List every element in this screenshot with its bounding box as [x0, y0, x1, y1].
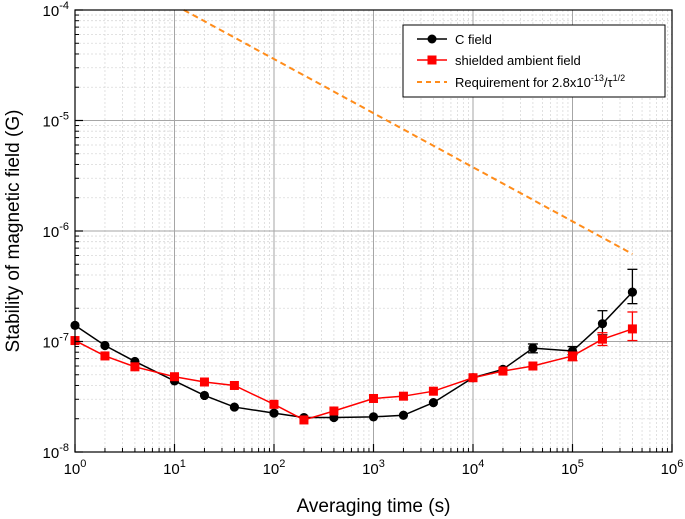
- shielded-field-point: [428, 386, 438, 396]
- legend-requirement-label: Requirement for 2.8x10-13/τ1/2: [455, 73, 625, 90]
- shielded-field-point: [130, 362, 140, 372]
- requirement-line: [183, 9, 633, 255]
- x-tick-base: 10: [362, 461, 379, 478]
- c-field-point: [597, 319, 608, 329]
- shielded-field-point: [498, 366, 508, 376]
- x-tick-base: 10: [64, 461, 81, 478]
- ticks-layer: [74, 9, 673, 453]
- shielded-field-point: [299, 415, 309, 425]
- y-tick-base: 10: [43, 335, 60, 352]
- c-field-point: [428, 397, 439, 408]
- y-tick-exponent: -7: [59, 332, 69, 344]
- shielded-field-point: [199, 377, 209, 387]
- legend-shielded-marker: [427, 55, 437, 65]
- shielded-field-point: [627, 324, 637, 334]
- y-tick-label: 10-6: [43, 221, 69, 241]
- c-field-line: [74, 291, 633, 419]
- legend: C field shielded ambient field Requireme…: [402, 24, 666, 98]
- x-tick-label: 102: [263, 458, 286, 478]
- shielded-field-point: [597, 334, 607, 344]
- shielded-field-line: [74, 328, 633, 421]
- legend-requirement-exp1: -13: [591, 73, 604, 83]
- x-tick-exponent: 3: [379, 458, 385, 470]
- y-axis-label: Stability of magnetic field (G): [3, 110, 24, 353]
- x-tick-label: 101: [163, 458, 186, 478]
- y-tick-label: 10-5: [43, 111, 69, 131]
- x-tick-base: 10: [661, 461, 678, 478]
- c-field-point: [100, 340, 110, 351]
- shielded-field-point: [170, 372, 179, 382]
- x-tick-base: 10: [462, 461, 479, 478]
- legend-requirement-part2: /τ: [604, 75, 614, 90]
- shielded-field-point: [528, 361, 538, 371]
- x-tick-label: 106: [661, 458, 684, 478]
- y-tick-exponent: -8: [59, 442, 69, 454]
- x-tick-exponent: 5: [578, 458, 584, 470]
- legend-shielded-label: shielded ambient field: [455, 53, 581, 68]
- legend-requirement-exp2: 1/2: [613, 73, 626, 83]
- shielded-field-point: [100, 351, 110, 361]
- x-tick-label: 103: [362, 458, 385, 478]
- c-field-point: [627, 287, 638, 297]
- y-tick-label: 10-8: [43, 442, 69, 462]
- c-field-point: [199, 390, 210, 401]
- x-tick-exponent: 4: [478, 458, 484, 470]
- x-tick-exponent: 2: [279, 458, 285, 470]
- y-tick-base: 10: [43, 3, 60, 20]
- legend-requirement-part1: Requirement for 2.8x10: [455, 75, 591, 90]
- shielded-field-point: [329, 406, 339, 416]
- x-tick-base: 10: [561, 461, 578, 478]
- x-tick-base: 10: [163, 461, 180, 478]
- y-tick-base: 10: [43, 114, 60, 131]
- shielded-field-point: [398, 391, 408, 401]
- tick-labels: 100 101 102 103 104 105 10610-810-710-610-510-…: [43, 0, 684, 478]
- x-tick-exponent: 6: [677, 458, 683, 470]
- x-tick-exponent: 1: [180, 458, 186, 470]
- x-tick-label: 105: [561, 458, 584, 478]
- y-tick-label: 10-4: [43, 0, 69, 20]
- shielded-field-point: [269, 399, 279, 409]
- y-tick-exponent: -6: [59, 221, 69, 233]
- c-field-point: [398, 410, 409, 420]
- y-tick-label: 10-7: [43, 332, 69, 352]
- y-tick-base: 10: [43, 224, 60, 241]
- legend-c-field-marker: [427, 34, 437, 44]
- c-field-point: [368, 412, 379, 422]
- legend-box: [402, 24, 666, 98]
- shielded-field-point: [568, 351, 577, 361]
- x-axis-label: Averaging time (s): [297, 496, 451, 517]
- c-field-point: [528, 343, 538, 353]
- y-tick-base: 10: [43, 445, 60, 462]
- x-tick-label: 104: [462, 458, 485, 478]
- y-tick-exponent: -4: [59, 0, 69, 12]
- shielded-field-point: [369, 393, 378, 403]
- x-tick-base: 10: [263, 461, 280, 478]
- y-tick-exponent: -5: [59, 111, 69, 123]
- legend-c-field-label: C field: [455, 32, 492, 47]
- shielded-field-point: [229, 380, 239, 390]
- x-tick-exponent: 0: [80, 458, 86, 470]
- x-tick-label: 100: [64, 458, 87, 478]
- c-field-point: [269, 408, 279, 418]
- shielded-field-point: [468, 373, 478, 383]
- c-field-point: [229, 402, 240, 412]
